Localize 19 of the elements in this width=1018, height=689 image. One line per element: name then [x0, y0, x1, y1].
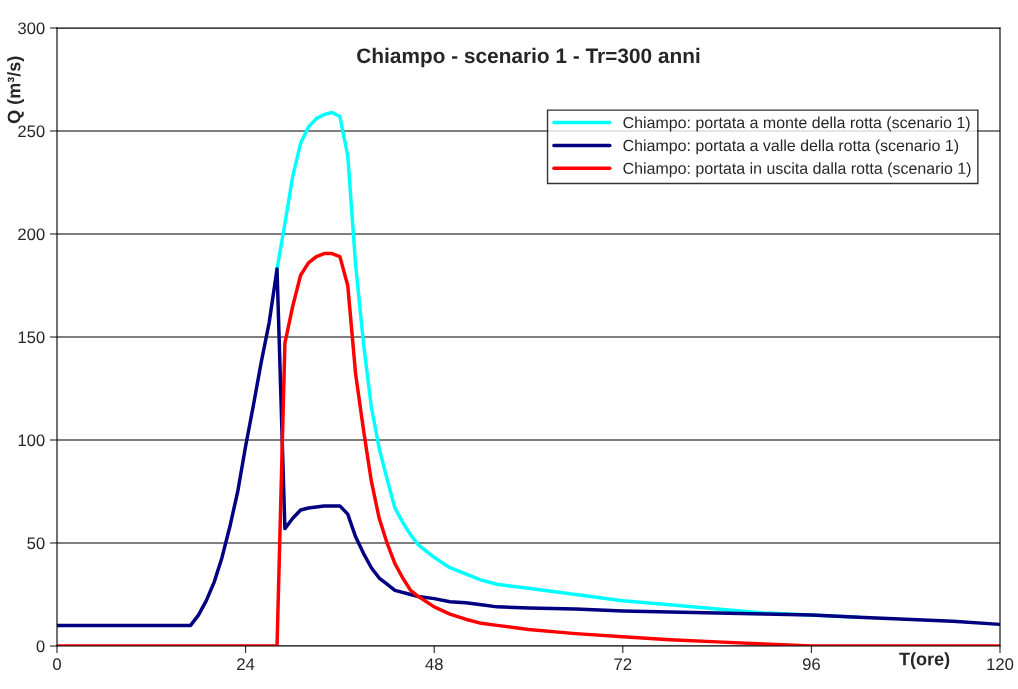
x-tick-label: 48	[425, 658, 443, 671]
x-tick-label: 0	[53, 658, 61, 671]
y-tick-label: 100	[18, 434, 45, 447]
y-tick-label: 200	[18, 228, 45, 241]
x-tick-label: 120	[987, 658, 1014, 671]
y-axis-title: Q (m³/s)	[7, 56, 24, 124]
y-tick-label: 300	[18, 22, 45, 35]
y-tick-label: 50	[27, 537, 45, 550]
y-tick-label: 150	[18, 331, 45, 344]
y-tick-label: 250	[18, 125, 45, 138]
y-tick-label: 0	[36, 640, 45, 653]
x-axis-title: T(ore)	[899, 652, 950, 670]
legend-label: Chiampo: portata a monte della rotta (scenario 1)	[623, 116, 970, 132]
x-tick-label: 72	[614, 658, 632, 670]
legend-label: Chiampo: portata a valle della rotta (scenario 1)	[623, 139, 959, 155]
x-tick-label: 24	[237, 658, 255, 670]
legend-label: Chiampo: portata in uscita dalla rotta (scenario 1)	[623, 162, 971, 178]
text: Chiampo - scenario 1 - Tr=300 anni	[357, 47, 700, 68]
x-tick-label: 96	[802, 658, 820, 671]
